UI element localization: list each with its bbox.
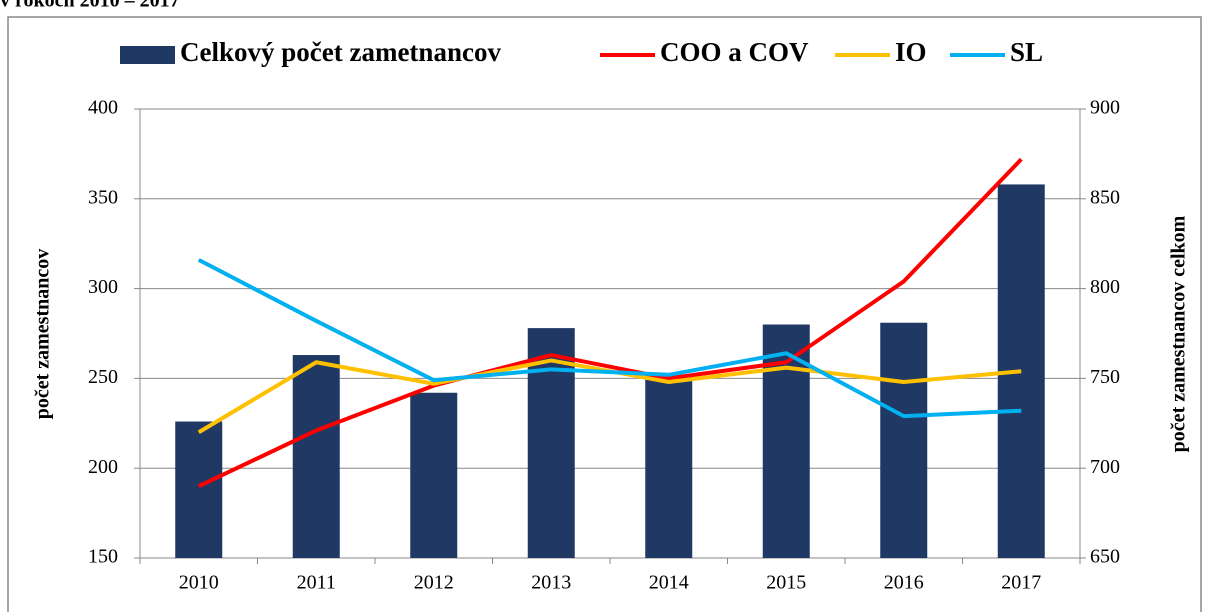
y2-tick-label: 650 bbox=[1090, 546, 1120, 568]
y-tick-label: 150 bbox=[88, 546, 118, 568]
line bbox=[197, 157, 1023, 488]
x-tick-label: 2016 bbox=[884, 572, 924, 594]
y-tick-label: 400 bbox=[88, 97, 118, 119]
y2-tick-label: 750 bbox=[1090, 366, 1120, 388]
x-tick-label: 2010 bbox=[179, 572, 219, 594]
x-tick-label: 2013 bbox=[531, 572, 571, 594]
legend-swatch bbox=[120, 46, 175, 64]
y-tick-label: 250 bbox=[88, 366, 118, 388]
legend-label: Celkový počet zametnancov bbox=[180, 37, 501, 67]
y2-axis-title: počet zamestnancov celkom bbox=[1168, 215, 1190, 452]
y-axis-title: počet zamestnancov bbox=[32, 249, 54, 420]
chart-title: v rokoch 2010 – 2017 bbox=[0, 0, 180, 12]
y-tick-label: 300 bbox=[88, 276, 118, 298]
y2-tick-label: 700 bbox=[1090, 456, 1120, 478]
x-tick-label: 2012 bbox=[414, 572, 454, 594]
bar bbox=[292, 355, 340, 558]
legend-label: IO bbox=[895, 37, 927, 67]
legend-label: SL bbox=[1010, 37, 1043, 67]
bar bbox=[527, 328, 575, 558]
y2-tick-label: 800 bbox=[1090, 276, 1120, 298]
x-tick-label: 2017 bbox=[1001, 572, 1041, 594]
x-tick-label: 2015 bbox=[766, 572, 806, 594]
legend-label: COO a COV bbox=[660, 37, 809, 67]
y2-tick-label: 900 bbox=[1090, 97, 1120, 119]
y-tick-label: 350 bbox=[88, 186, 118, 208]
x-tick-label: 2014 bbox=[649, 572, 689, 594]
bar bbox=[880, 322, 928, 558]
bar bbox=[762, 324, 810, 558]
line bbox=[197, 258, 1022, 419]
bar bbox=[175, 421, 223, 558]
bar bbox=[645, 374, 693, 558]
bar bbox=[410, 392, 458, 558]
x-tick-label: 2011 bbox=[297, 572, 336, 594]
y2-tick-label: 850 bbox=[1090, 186, 1120, 208]
y-tick-label: 200 bbox=[88, 456, 118, 478]
